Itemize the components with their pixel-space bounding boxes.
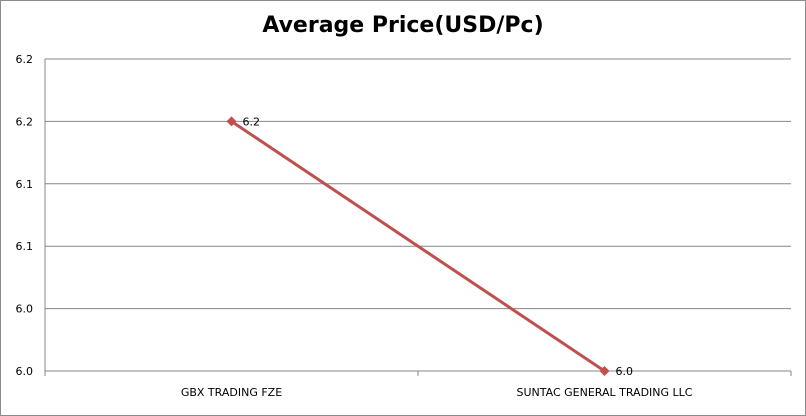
y-tick-label: 6.1 [16, 178, 34, 191]
series-line [230, 120, 606, 373]
data-label: 6.2 [243, 115, 261, 128]
data-point-marker [226, 116, 237, 127]
y-tick-label: 6.2 [16, 53, 34, 66]
y-tick-label: 6.1 [16, 240, 34, 253]
x-tick-label: GBX TRADING FZE [181, 386, 282, 399]
x-tick-label: SUNTAC GENERAL TRADING LLC [517, 386, 693, 399]
y-tick-label: 6.0 [16, 365, 34, 378]
data-point-marker [599, 366, 610, 376]
y-tick-label: 6.2 [16, 115, 34, 128]
chart-title: Average Price(USD/Pc) [262, 13, 544, 38]
data-label: 6.0 [616, 365, 634, 378]
y-tick-label: 6.0 [16, 303, 34, 316]
